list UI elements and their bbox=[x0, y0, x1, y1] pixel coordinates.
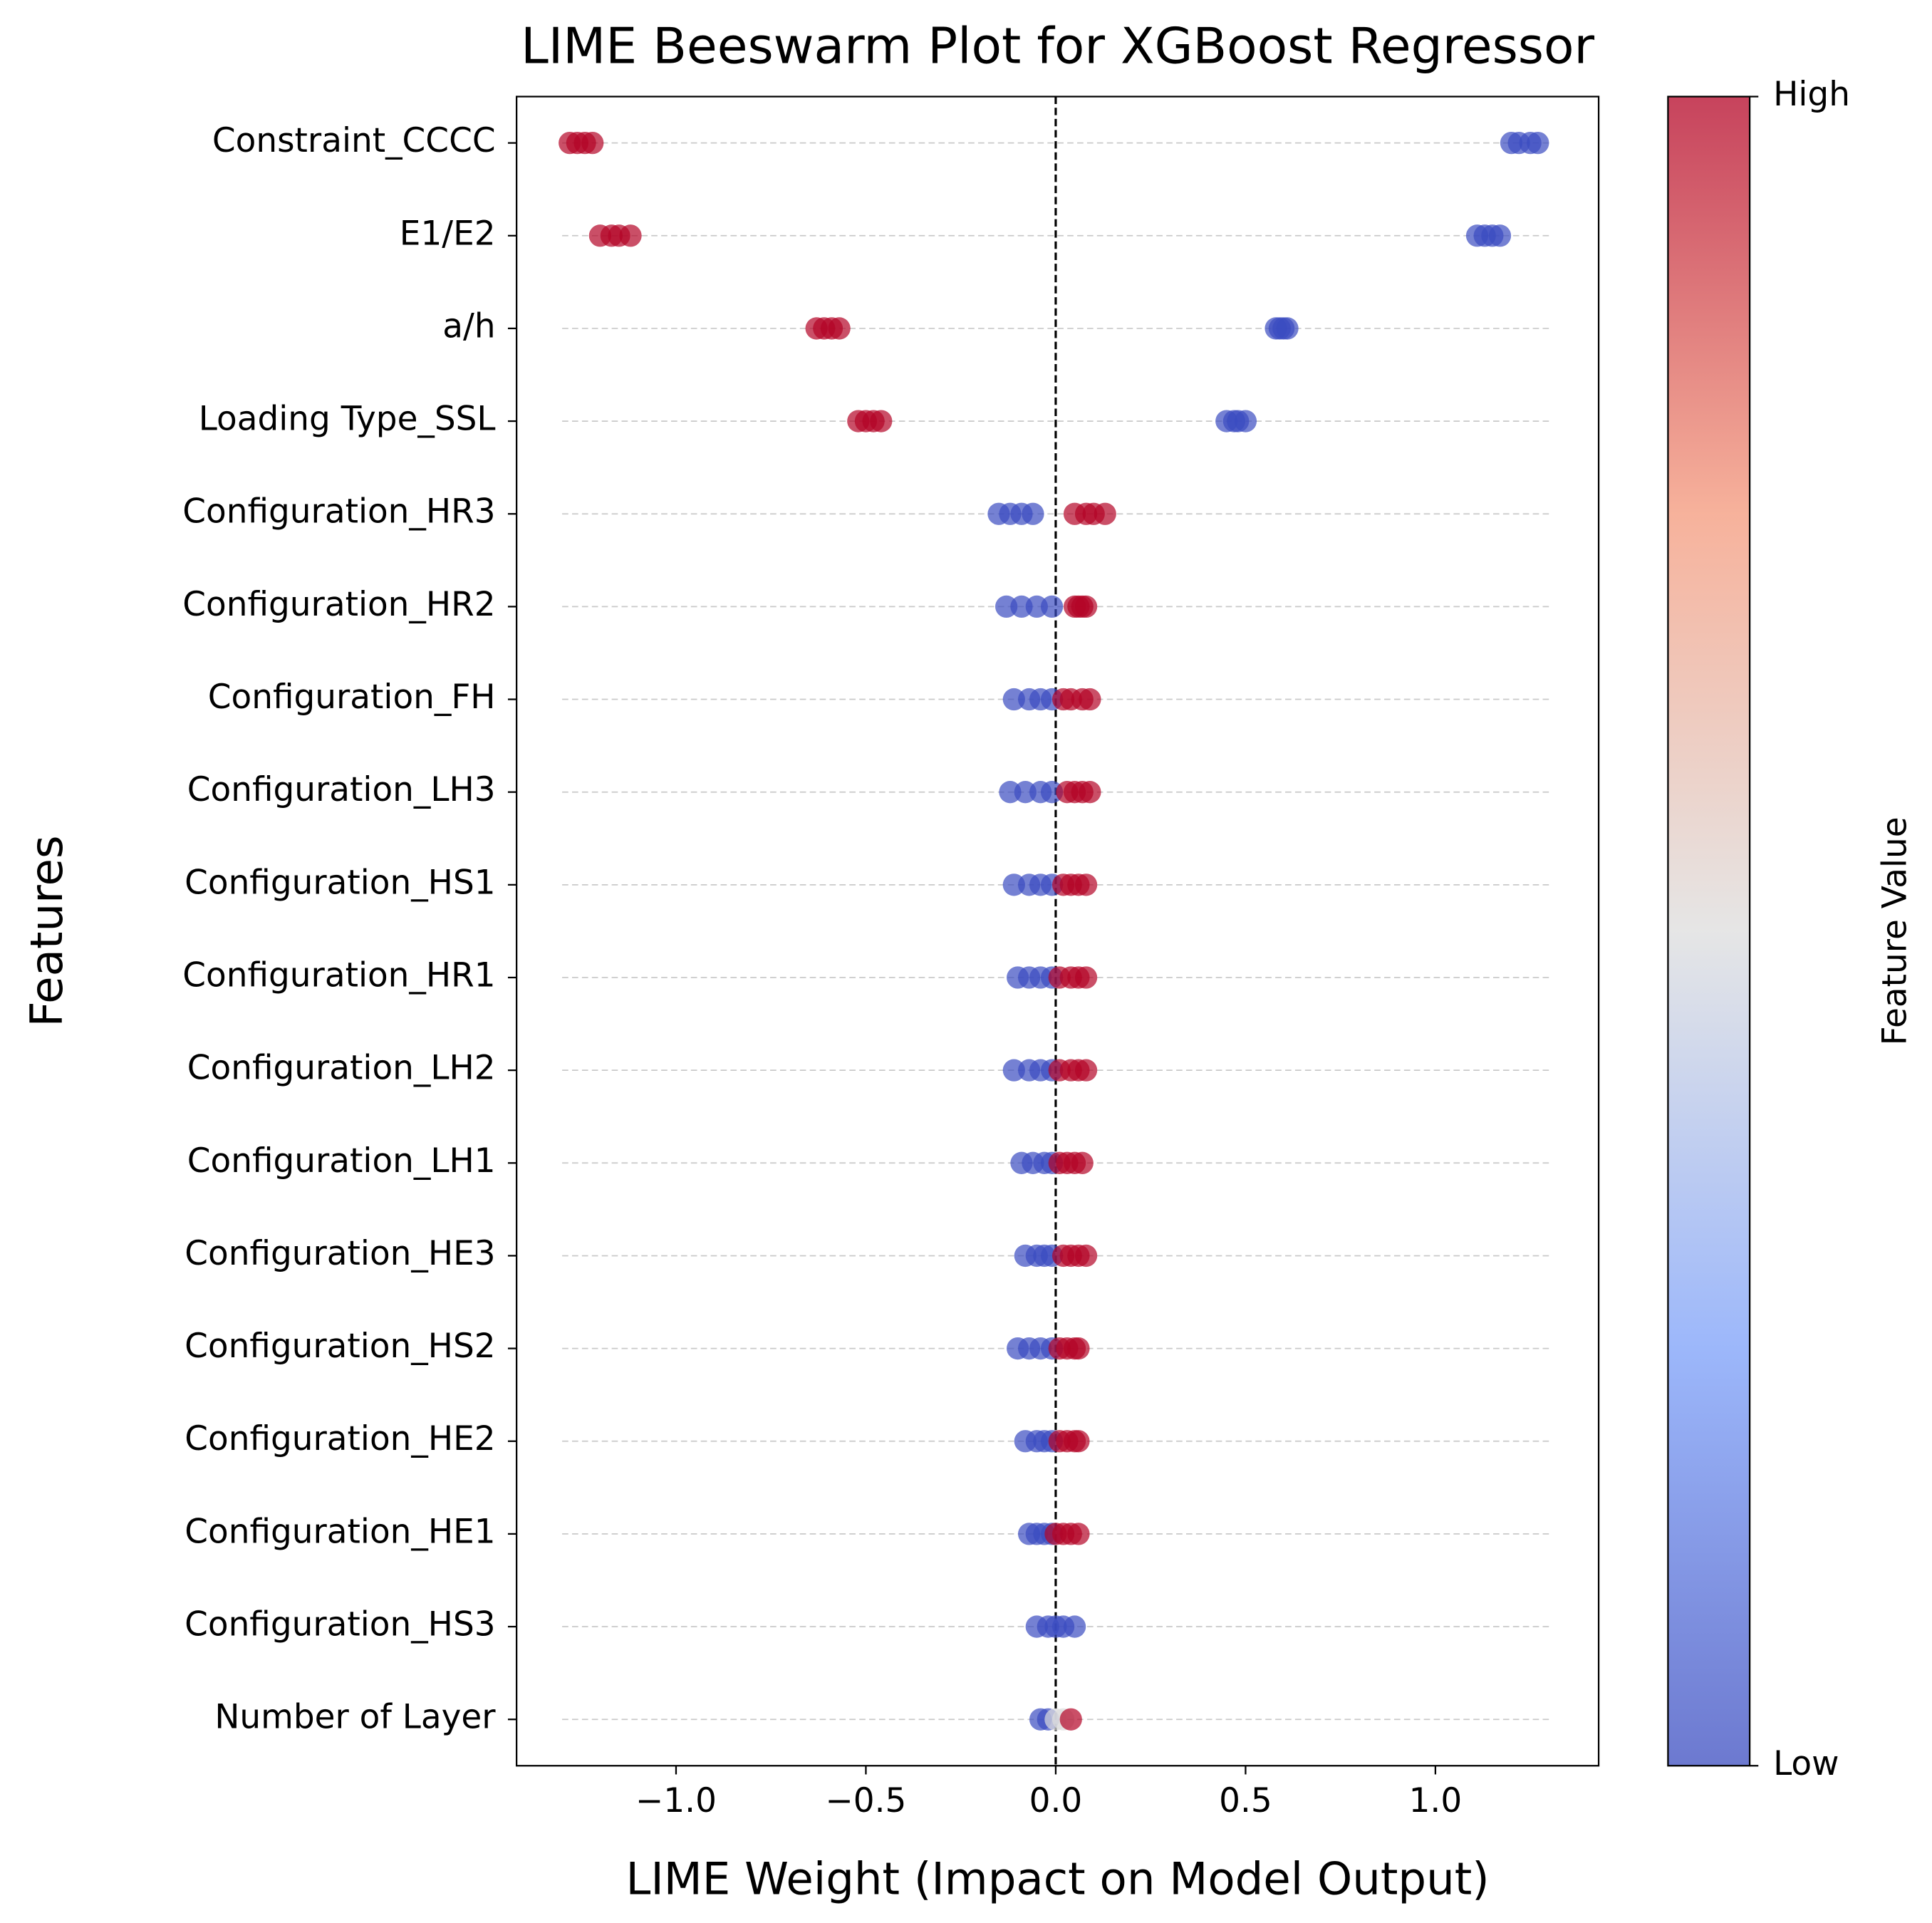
chart-title: LIME Beeswarm Plot for XGBoost Regressor bbox=[521, 18, 1594, 76]
point bbox=[581, 131, 604, 155]
point bbox=[1067, 1337, 1090, 1360]
y-tick-label: E1/E2 bbox=[400, 214, 496, 253]
y-tick-label: Configuration_HS1 bbox=[185, 863, 495, 902]
point bbox=[1079, 781, 1101, 804]
point bbox=[1234, 410, 1257, 432]
colorbar-tick-label: Low bbox=[1773, 1744, 1839, 1783]
point bbox=[1059, 1708, 1082, 1731]
y-tick-label: Configuration_HE3 bbox=[185, 1234, 495, 1273]
y-tick-label: Loading Type_SSL bbox=[199, 400, 496, 439]
x-tick-label: −1.0 bbox=[635, 1781, 717, 1820]
point bbox=[1074, 595, 1098, 618]
y-tick-label: Configuration_HR1 bbox=[182, 955, 495, 995]
colorbar-tick-label: High bbox=[1773, 75, 1850, 114]
point bbox=[1067, 1430, 1090, 1453]
y-tick-label: Configuration_LH2 bbox=[187, 1049, 496, 1088]
point bbox=[1527, 131, 1549, 155]
x-tick-label: 1.0 bbox=[1409, 1781, 1463, 1820]
point bbox=[1079, 688, 1101, 711]
point bbox=[1488, 224, 1512, 247]
point bbox=[1074, 1059, 1098, 1082]
point bbox=[1276, 317, 1299, 340]
axes-frame bbox=[516, 95, 1600, 1767]
y-tick-label: Constraint_CCCC bbox=[212, 121, 496, 160]
x-tick-label: 0.5 bbox=[1219, 1781, 1272, 1820]
point bbox=[1071, 1151, 1094, 1174]
point bbox=[1040, 595, 1064, 618]
y-tick-label: Configuration_HR3 bbox=[182, 492, 495, 532]
y-tick-label: Configuration_HE2 bbox=[185, 1419, 495, 1458]
y-tick-label: Configuration_LH1 bbox=[187, 1141, 496, 1181]
y-tick-label: Configuration_FH bbox=[208, 678, 496, 717]
y-tick-label: Configuration_HS2 bbox=[185, 1327, 495, 1366]
point bbox=[1094, 502, 1116, 525]
point bbox=[1067, 1523, 1090, 1545]
point bbox=[828, 317, 851, 340]
point bbox=[1063, 1615, 1086, 1638]
point bbox=[1074, 966, 1098, 989]
x-tick-label: −0.5 bbox=[826, 1781, 907, 1820]
y-tick-label: Configuration_HE1 bbox=[185, 1512, 495, 1551]
y-tick-label: Configuration_HR2 bbox=[182, 585, 495, 624]
point bbox=[1074, 1244, 1098, 1268]
plot-area bbox=[559, 96, 1549, 1766]
y-tick-label: Number of Layer bbox=[214, 1698, 496, 1737]
y-tick-label: a/h bbox=[442, 306, 495, 346]
y-tick-label: Configuration_LH3 bbox=[187, 770, 496, 809]
x-tick-label: 0.0 bbox=[1029, 1781, 1083, 1820]
y-tick-label: Configuration_HS3 bbox=[185, 1605, 495, 1644]
point bbox=[619, 224, 642, 247]
point bbox=[1022, 502, 1044, 525]
colorbar-label: Feature Value bbox=[1875, 817, 1914, 1045]
colorbar bbox=[1667, 95, 1751, 1767]
y-axis-label: Features bbox=[21, 835, 73, 1027]
point bbox=[1074, 874, 1098, 896]
point bbox=[870, 410, 893, 432]
x-axis-label: LIME Weight (Impact on Model Output) bbox=[626, 1853, 1490, 1905]
